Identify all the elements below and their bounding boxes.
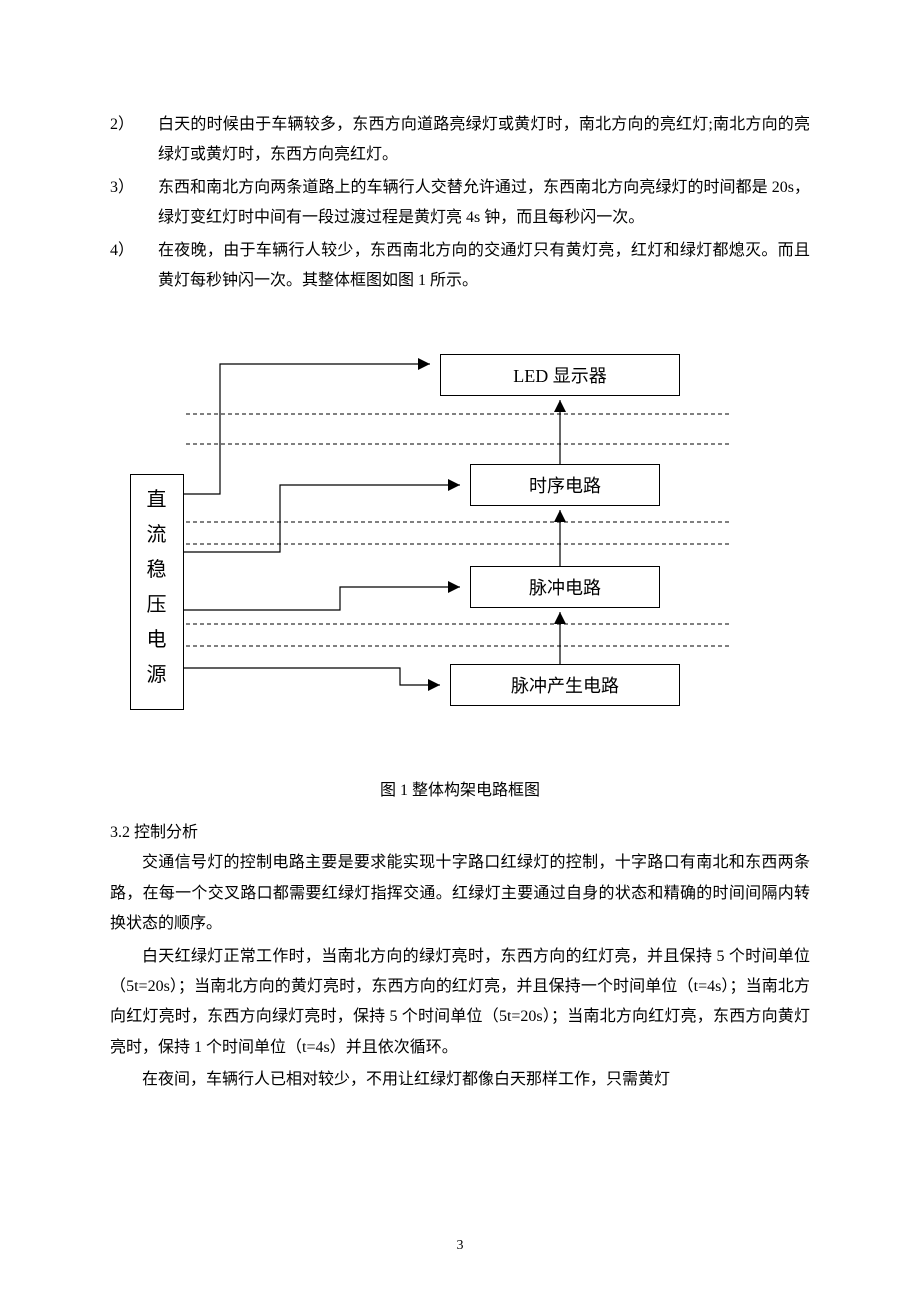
list-item: 2）白天的时候由于车辆较多，东西方向道路亮绿灯或黄灯时，南北方向的亮红灯;南北方… (110, 110, 810, 171)
paragraph: 交通信号灯的控制电路主要是要求能实现十字路口红绿灯的控制，十字路口有南北和东西两… (110, 848, 810, 939)
diagram-left-box: 直流稳压电源 (130, 474, 184, 710)
numbered-list: 2）白天的时候由于车辆较多，东西方向道路亮绿灯或黄灯时，南北方向的亮红灯;南北方… (110, 110, 810, 296)
block-diagram: 直流稳压电源 LED 显示器时序电路脉冲电路脉冲产生电路 (110, 344, 810, 754)
list-text: 东西和南北方向两条道路上的车辆行人交替允许通过，东西南北方向亮绿灯的时间都是 2… (158, 173, 810, 234)
section-heading: 3.2 控制分析 (110, 818, 810, 842)
list-marker: 4） (110, 236, 158, 297)
page-number: 3 (0, 1238, 920, 1254)
paragraph: 在夜间，车辆行人已相对较少，不用让红绿灯都像白天那样工作，只需黄灯 (110, 1065, 810, 1095)
list-item: 3）东西和南北方向两条道路上的车辆行人交替允许通过，东西南北方向亮绿灯的时间都是… (110, 173, 810, 234)
list-item: 4）在夜晚，由于车辆行人较少，东西南北方向的交通灯只有黄灯亮，红灯和绿灯都熄灭。… (110, 236, 810, 297)
diagram-box: LED 显示器 (440, 354, 680, 396)
diagram-box: 脉冲电路 (470, 566, 660, 608)
list-text: 在夜晚，由于车辆行人较少，东西南北方向的交通灯只有黄灯亮，红灯和绿灯都熄灭。而且… (158, 236, 810, 297)
list-marker: 2） (110, 110, 158, 171)
body-paragraphs: 交通信号灯的控制电路主要是要求能实现十字路口红绿灯的控制，十字路口有南北和东西两… (110, 848, 810, 1095)
list-text: 白天的时候由于车辆较多，东西方向道路亮绿灯或黄灯时，南北方向的亮红灯;南北方向的… (158, 110, 810, 171)
figure-caption: 图 1 整体构架电路框图 (110, 776, 810, 800)
diagram-box: 脉冲产生电路 (450, 664, 680, 706)
page-content: 2）白天的时候由于车辆较多，东西方向道路亮绿灯或黄灯时，南北方向的亮红灯;南北方… (0, 0, 920, 1095)
diagram-box: 时序电路 (470, 464, 660, 506)
paragraph: 白天红绿灯正常工作时，当南北方向的绿灯亮时，东西方向的红灯亮，并且保持 5 个时… (110, 942, 810, 1064)
list-marker: 3） (110, 173, 158, 234)
